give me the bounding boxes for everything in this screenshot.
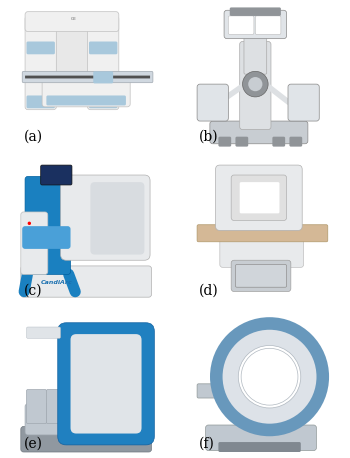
FancyBboxPatch shape xyxy=(25,403,88,435)
FancyBboxPatch shape xyxy=(230,7,281,16)
FancyBboxPatch shape xyxy=(27,389,47,424)
FancyBboxPatch shape xyxy=(240,42,271,130)
FancyBboxPatch shape xyxy=(231,260,291,291)
FancyBboxPatch shape xyxy=(236,136,248,147)
Circle shape xyxy=(28,222,31,225)
FancyBboxPatch shape xyxy=(220,236,303,267)
Text: (d): (d) xyxy=(198,283,218,297)
FancyBboxPatch shape xyxy=(89,42,117,55)
Circle shape xyxy=(248,77,262,91)
FancyBboxPatch shape xyxy=(25,12,119,32)
FancyBboxPatch shape xyxy=(25,16,56,109)
FancyBboxPatch shape xyxy=(240,182,280,213)
Text: CandiArc: CandiArc xyxy=(41,280,72,285)
FancyBboxPatch shape xyxy=(90,182,145,255)
FancyBboxPatch shape xyxy=(25,176,70,274)
Text: (e): (e) xyxy=(24,436,43,451)
Text: (f): (f) xyxy=(198,436,215,451)
FancyBboxPatch shape xyxy=(205,425,316,451)
FancyBboxPatch shape xyxy=(244,29,267,74)
FancyArrowPatch shape xyxy=(267,86,289,102)
FancyBboxPatch shape xyxy=(197,84,228,121)
FancyBboxPatch shape xyxy=(21,426,152,452)
FancyBboxPatch shape xyxy=(42,77,130,107)
FancyBboxPatch shape xyxy=(218,136,231,147)
FancyBboxPatch shape xyxy=(70,334,141,434)
FancyBboxPatch shape xyxy=(21,212,48,274)
FancyBboxPatch shape xyxy=(289,136,302,147)
FancyBboxPatch shape xyxy=(216,165,302,230)
Text: D·SPECT: D·SPECT xyxy=(119,367,124,397)
FancyBboxPatch shape xyxy=(27,42,55,55)
FancyBboxPatch shape xyxy=(47,389,66,424)
FancyBboxPatch shape xyxy=(41,165,72,185)
Circle shape xyxy=(218,326,321,428)
Text: (c): (c) xyxy=(24,283,42,297)
FancyBboxPatch shape xyxy=(231,175,287,220)
FancyBboxPatch shape xyxy=(47,95,126,105)
Text: Ventri: Ventri xyxy=(97,90,113,95)
FancyBboxPatch shape xyxy=(93,71,113,83)
FancyBboxPatch shape xyxy=(27,95,55,108)
FancyBboxPatch shape xyxy=(218,442,301,452)
Circle shape xyxy=(238,345,301,408)
Circle shape xyxy=(216,323,323,431)
FancyBboxPatch shape xyxy=(197,225,328,242)
FancyBboxPatch shape xyxy=(89,95,117,108)
Circle shape xyxy=(241,349,298,405)
FancyArrowPatch shape xyxy=(219,86,243,103)
FancyArrowPatch shape xyxy=(24,274,27,292)
FancyBboxPatch shape xyxy=(236,265,287,287)
FancyBboxPatch shape xyxy=(88,16,119,109)
FancyBboxPatch shape xyxy=(288,84,319,121)
FancyBboxPatch shape xyxy=(21,266,152,297)
FancyBboxPatch shape xyxy=(228,16,254,34)
FancyArrowPatch shape xyxy=(69,274,75,292)
FancyBboxPatch shape xyxy=(22,71,153,83)
FancyBboxPatch shape xyxy=(210,121,308,144)
FancyBboxPatch shape xyxy=(197,384,228,398)
Text: (a): (a) xyxy=(24,130,43,144)
FancyBboxPatch shape xyxy=(224,10,287,38)
FancyBboxPatch shape xyxy=(256,16,281,34)
Text: PHILIPS: PHILIPS xyxy=(249,173,267,177)
FancyBboxPatch shape xyxy=(22,226,70,249)
FancyBboxPatch shape xyxy=(25,76,150,78)
FancyBboxPatch shape xyxy=(27,327,61,338)
FancyBboxPatch shape xyxy=(58,323,154,445)
FancyBboxPatch shape xyxy=(52,24,92,107)
Text: Spectrum
Dynamics: Spectrum Dynamics xyxy=(38,327,57,336)
FancyBboxPatch shape xyxy=(272,136,285,147)
FancyBboxPatch shape xyxy=(61,175,150,260)
Text: GE: GE xyxy=(70,17,76,21)
Circle shape xyxy=(243,71,268,97)
Text: (b): (b) xyxy=(198,130,218,144)
